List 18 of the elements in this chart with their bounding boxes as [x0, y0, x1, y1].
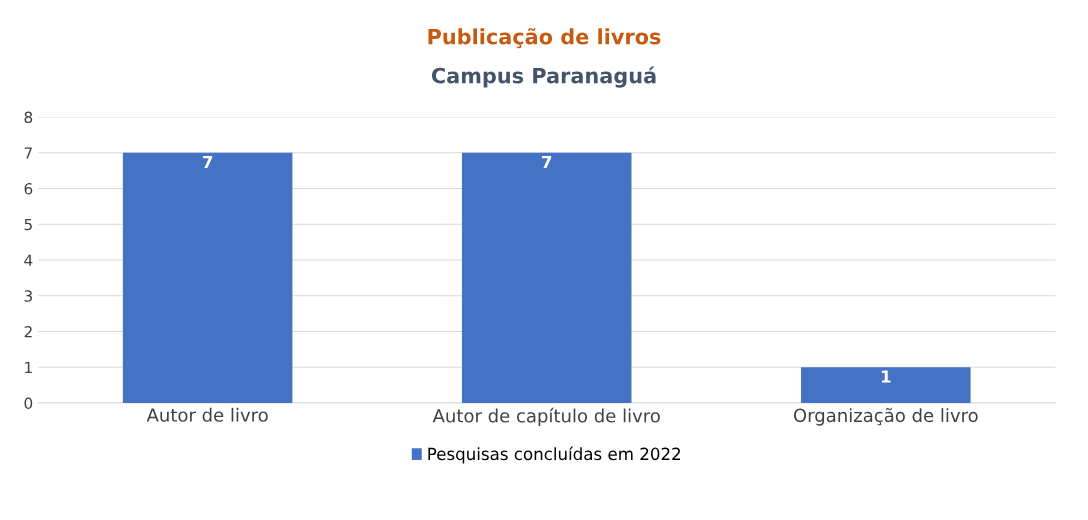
y-tick-label: 2 [24, 325, 32, 338]
chart-subtitle: Campus Paranaguá [431, 66, 656, 88]
x-tick-label: Organização de livro [793, 407, 978, 426]
y-tick-label: 3 [24, 290, 32, 302]
chart-title: Publicação de livros [428, 28, 661, 49]
y-tick-label: 7 [24, 147, 32, 159]
y-tick-label: 8 [24, 111, 33, 124]
data-label: 1 [881, 370, 891, 383]
legend-label: Pesquisas concluídas em 2022 [428, 446, 681, 464]
y-tick-label: 5 [24, 218, 32, 231]
y-tick-label: 1 [25, 361, 32, 374]
x-tick-label: Autor de livro [146, 407, 268, 422]
y-tick-label: 4 [24, 254, 33, 266]
y-tick-label: 0 [24, 397, 33, 410]
data-label: 7 [202, 155, 213, 169]
data-label: 7 [542, 155, 552, 169]
y-tick-label: 6 [24, 182, 33, 195]
x-tick-label: Autor de capítulo de livro [432, 407, 660, 427]
